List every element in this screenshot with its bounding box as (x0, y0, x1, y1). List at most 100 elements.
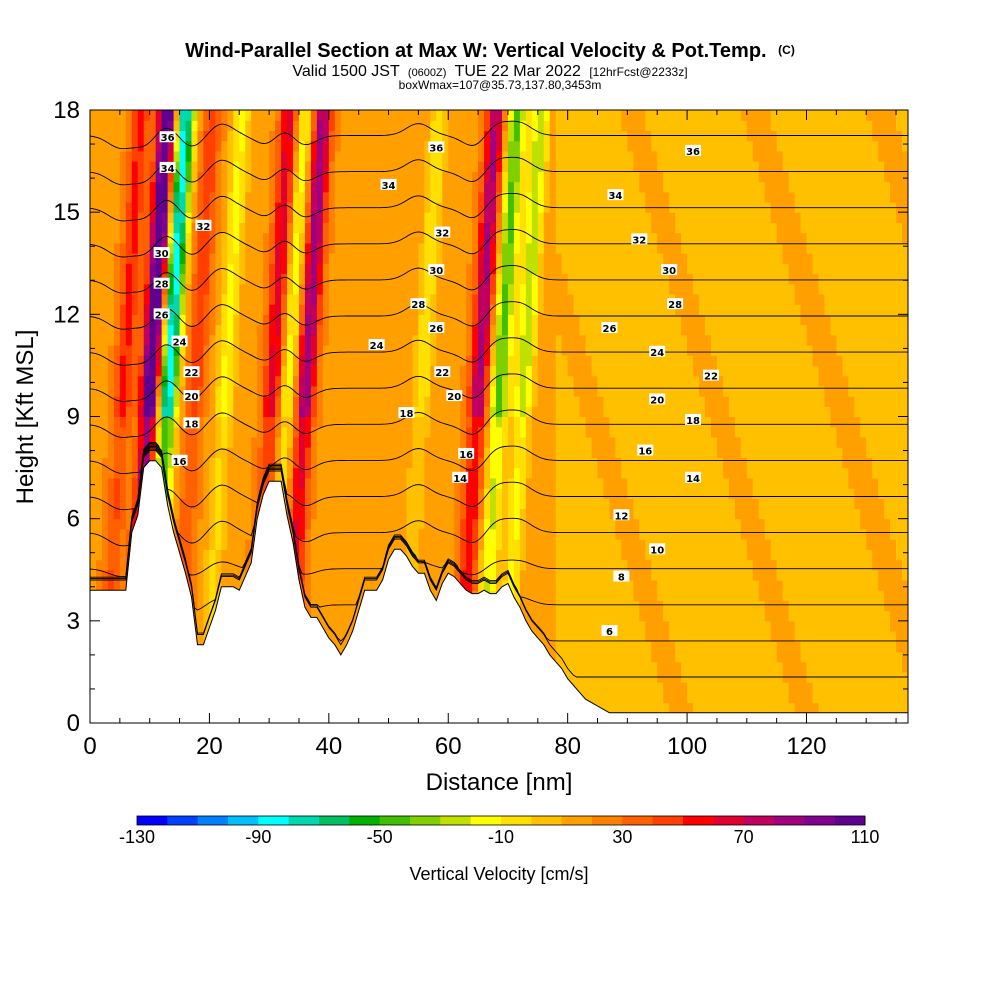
velocity-cell (352, 447, 360, 458)
velocity-cell (107, 528, 115, 540)
velocity-cell (406, 426, 414, 438)
velocity-cell (472, 375, 479, 387)
velocity-cell (573, 355, 581, 367)
velocity-cell (531, 242, 539, 254)
velocity-cell (221, 242, 228, 254)
velocity-cell (191, 396, 199, 407)
velocity-cell (322, 426, 330, 438)
velocity-cell (585, 661, 593, 673)
velocity-cell (167, 365, 175, 377)
velocity-cell (490, 242, 497, 254)
velocity-cell (245, 416, 252, 428)
velocity-cell (113, 498, 121, 510)
velocity-cell (191, 201, 199, 213)
velocity-cell (209, 263, 216, 275)
velocity-cell (137, 232, 145, 244)
velocity-cell (257, 140, 264, 152)
velocity-cell (131, 324, 139, 336)
velocity-cell (197, 549, 205, 561)
velocity-cell (334, 569, 342, 581)
velocity-cell (316, 467, 324, 479)
velocity-cell (478, 518, 485, 530)
velocity-cell (484, 191, 491, 203)
velocity-cell (525, 600, 533, 612)
plot-area: 3634323028262422201816363432302826242220… (90, 110, 908, 723)
velocity-cell (143, 304, 151, 315)
velocity-cell (173, 283, 181, 295)
velocity-cell (101, 181, 109, 193)
velocity-cell (537, 181, 545, 193)
velocity-cell (501, 263, 509, 275)
velocity-cell (173, 365, 181, 377)
velocity-cell (525, 569, 533, 581)
velocity-cell (352, 436, 360, 448)
velocity-cell (478, 498, 485, 510)
velocity-cell (501, 273, 509, 285)
velocity-cell (358, 436, 366, 448)
velocity-cell (298, 488, 306, 499)
velocity-cell (460, 212, 467, 223)
velocity-cell (113, 344, 121, 356)
velocity-cell (239, 130, 246, 142)
velocity-cell (424, 263, 431, 275)
velocity-cell (143, 263, 151, 275)
velocity-cell (412, 161, 419, 172)
velocity-cell (293, 110, 300, 121)
velocity-cell (197, 232, 205, 244)
velocity-cell (346, 273, 354, 285)
velocity-cell (501, 549, 509, 561)
velocity-cell (298, 334, 306, 346)
velocity-cell (328, 344, 336, 356)
velocity-cell (143, 253, 151, 264)
velocity-cell (203, 293, 211, 305)
velocity-cell (412, 518, 419, 530)
velocity-cell (430, 559, 437, 571)
velocity-cell (352, 181, 360, 193)
velocity-cell (430, 477, 437, 489)
velocity-cell (95, 334, 103, 346)
velocity-cell (221, 324, 228, 336)
velocity-cell (340, 488, 348, 499)
velocity-cell (579, 396, 587, 407)
velocity-cell (125, 477, 133, 489)
velocity-cell (263, 314, 270, 326)
velocity-cell (239, 406, 246, 418)
velocity-cell (304, 569, 312, 581)
velocity-cell (197, 416, 205, 428)
velocity-cell (537, 559, 545, 571)
velocity-cell (460, 559, 467, 571)
velocity-cell (519, 579, 527, 591)
velocity-cell (543, 314, 551, 326)
velocity-cell (90, 181, 97, 193)
velocity-cell (227, 426, 234, 438)
velocity-cell (101, 518, 109, 530)
velocity-cell (346, 467, 354, 479)
velocity-cell (209, 385, 216, 397)
velocity-cell (531, 110, 539, 121)
velocity-cell (131, 344, 139, 356)
velocity-cell (364, 528, 372, 540)
velocity-cell (567, 273, 575, 285)
velocity-cell (185, 396, 193, 407)
velocity-cell (525, 242, 533, 254)
velocity-cell (149, 242, 157, 254)
velocity-cell (293, 508, 300, 520)
velocity-cell (376, 477, 384, 489)
velocity-cell (185, 518, 193, 530)
velocity-cell (507, 447, 515, 458)
velocity-cell (537, 579, 545, 591)
velocity-cell (579, 579, 587, 591)
velocity-cell (549, 375, 557, 387)
velocity-cell (573, 447, 581, 458)
velocity-cell (484, 467, 491, 479)
velocity-cell (507, 242, 515, 254)
velocity-cell (161, 436, 169, 448)
velocity-cell (304, 508, 312, 520)
velocity-cell (275, 344, 282, 356)
velocity-cell (537, 283, 545, 295)
velocity-cell (173, 324, 181, 336)
velocity-cell (239, 549, 246, 561)
velocity-cell (460, 385, 467, 397)
velocity-cell (537, 528, 545, 540)
velocity-cell (239, 467, 246, 479)
